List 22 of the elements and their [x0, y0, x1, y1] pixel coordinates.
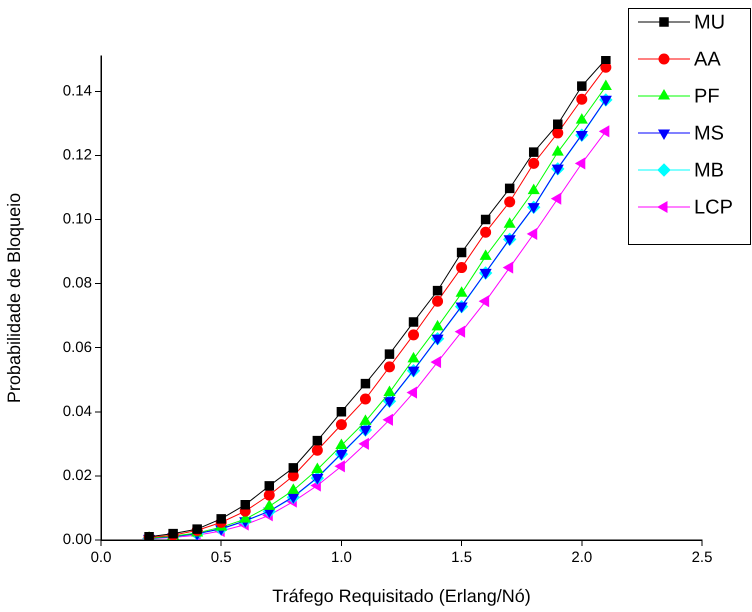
- x-tick-label: 1.5: [451, 549, 472, 566]
- y-tick-label: 0.14: [62, 82, 92, 100]
- legend-label: AA: [694, 48, 722, 71]
- legend-label: LCP: [694, 196, 733, 219]
- x-axis-title: Tráfego Requisitado (Erlang/Nó): [272, 586, 531, 606]
- x-tick-label: 0.0: [90, 549, 112, 566]
- y-tick-label: 0.10: [62, 210, 92, 228]
- x-tick-label: 2.0: [571, 549, 592, 566]
- y-axis-title: Probabilidade de Bloqueio: [4, 192, 24, 404]
- y-tick-label: 0.00: [62, 531, 92, 548]
- x-tick-label: 1.0: [330, 549, 352, 566]
- y-tick-label: 0.04: [62, 402, 92, 420]
- legend-label: MB: [694, 160, 724, 182]
- y-tick-label: 0.08: [62, 274, 92, 292]
- y-tick-label: 0.12: [62, 146, 92, 164]
- y-tick-label: 0.02: [62, 467, 92, 484]
- legend-label: MU: [694, 12, 726, 34]
- legend-label: PF: [694, 86, 720, 108]
- x-tick-label: 0.5: [210, 549, 232, 566]
- legend-label: MS: [694, 122, 724, 145]
- y-tick-label: 0.06: [62, 338, 92, 356]
- x-tick-label: 2.5: [692, 549, 712, 566]
